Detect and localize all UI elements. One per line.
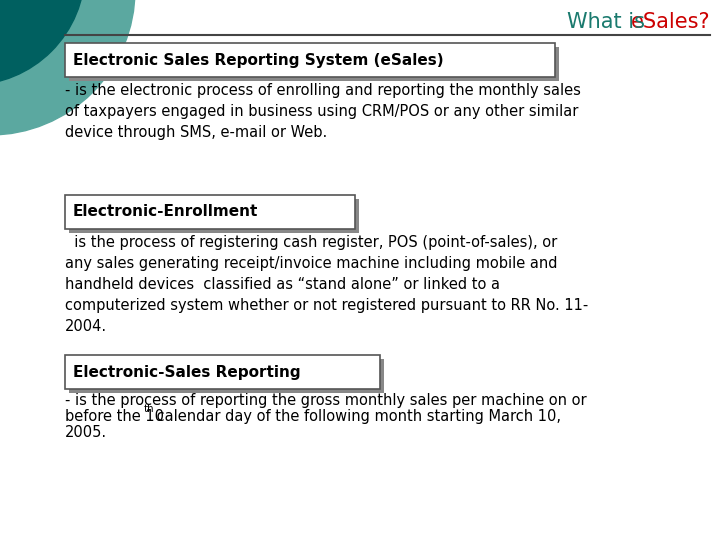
Text: 2005.: 2005.: [65, 425, 107, 440]
Text: What is: What is: [567, 12, 652, 32]
Bar: [65, 43, 555, 77]
Bar: [65, 195, 355, 229]
Text: - is the electronic process of enrolling and reporting the monthly sales
of taxp: - is the electronic process of enrolling…: [65, 83, 581, 140]
Text: Electronic-Sales Reporting: Electronic-Sales Reporting: [73, 364, 301, 380]
Text: before the 10: before the 10: [65, 409, 164, 424]
Text: calendar day of the following month starting March 10,: calendar day of the following month star…: [152, 409, 561, 424]
Text: th: th: [144, 404, 154, 414]
Text: - is the process of reporting the gross monthly sales per machine on or: - is the process of reporting the gross …: [65, 393, 587, 408]
Bar: [65, 355, 380, 389]
Circle shape: [0, 0, 135, 135]
Text: Electronic-Enrollment: Electronic-Enrollment: [73, 205, 258, 219]
Bar: [69, 199, 359, 233]
Circle shape: [0, 0, 85, 85]
Text: is the process of registering cash register, POS (point-of-sales), or
any sales : is the process of registering cash regis…: [65, 235, 588, 334]
Bar: [69, 359, 384, 393]
Text: eSales?: eSales?: [631, 12, 710, 32]
Text: Electronic Sales Reporting System (eSales): Electronic Sales Reporting System (eSale…: [73, 52, 444, 68]
Bar: [69, 47, 559, 81]
